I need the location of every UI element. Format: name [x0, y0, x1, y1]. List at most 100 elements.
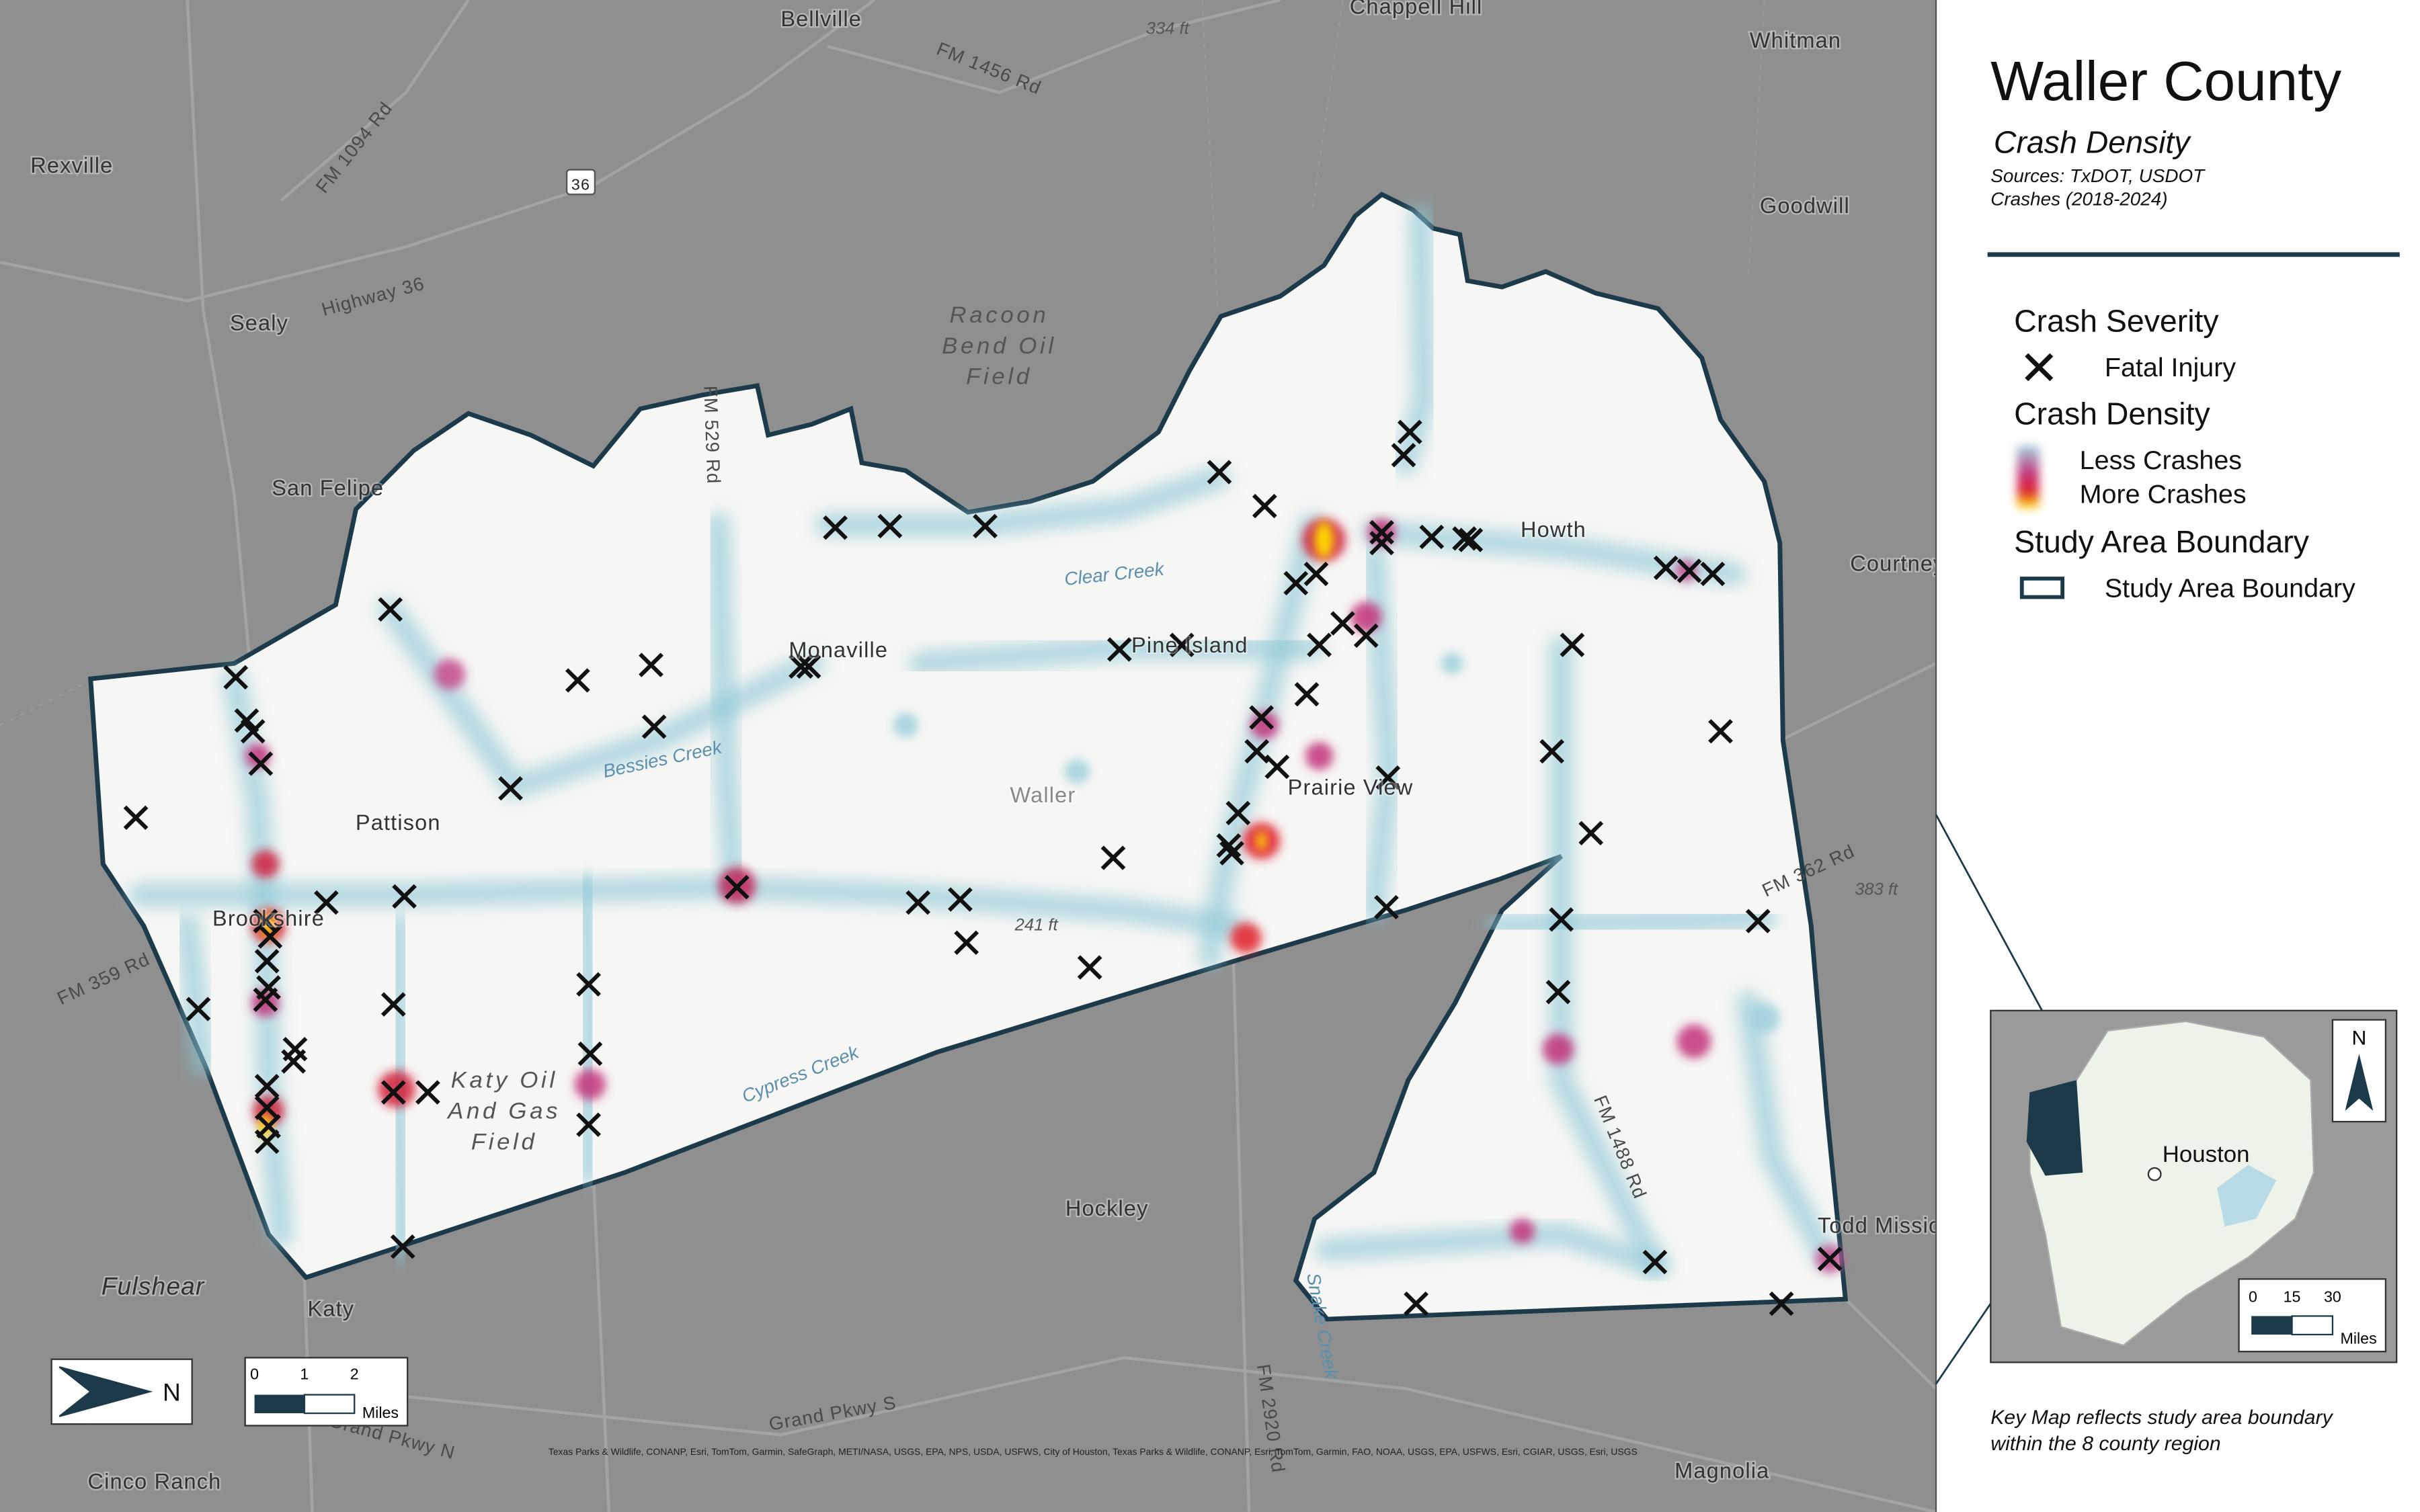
place-label: Chappell Hill: [1350, 0, 1483, 19]
fatal-crash-marker: [1244, 739, 1270, 764]
fatal-crash-marker: [639, 653, 663, 677]
title: Waller County: [1990, 50, 2341, 112]
fatal-crash-marker: [380, 992, 406, 1017]
place-label: Sealy: [230, 310, 288, 335]
fatal-crash-marker: [641, 714, 667, 739]
fatal-crash-marker: [565, 668, 590, 693]
field-label: Field: [471, 1130, 538, 1155]
fatal-crash-marker: [1452, 526, 1477, 551]
fatal-crash-marker: [1294, 681, 1320, 707]
basemap-boundaries: [0, 0, 1765, 726]
density-hotspot: [1305, 742, 1334, 770]
density-hotspot: [1441, 653, 1463, 675]
fatal-crash-marker: [1578, 821, 1604, 845]
field-label: Racoon: [949, 302, 1049, 328]
density-hotspot: [251, 850, 280, 878]
road-label: 36: [571, 176, 590, 194]
place-label: Waller: [1010, 783, 1076, 807]
fatal-crash-marker: [1330, 611, 1355, 636]
density-corridor: [128, 874, 1246, 938]
fatal-crash-marker: [378, 597, 403, 622]
elevation-label: 241 ft: [1014, 916, 1059, 935]
density-hotspot: [1509, 1218, 1535, 1244]
fatal-crash-marker: [1397, 419, 1422, 445]
density-corridor: [908, 635, 1324, 676]
fatal-crash-marker: [1700, 561, 1726, 587]
fatal-crash-marker: [1677, 558, 1702, 583]
density-corridor: [1361, 543, 1402, 923]
density-hotspot: [1677, 1024, 1711, 1058]
fatal-crash-marker: [1745, 909, 1771, 933]
density-corridor: [815, 466, 1231, 537]
scale-tick: 1: [300, 1366, 309, 1383]
fatal-crash-marker: [281, 1049, 307, 1074]
fatal-crash-marker: [1458, 528, 1484, 552]
density-hotspot: [1230, 922, 1262, 954]
place-label: Katy: [308, 1297, 355, 1321]
fatal-crash-marker: [257, 924, 283, 949]
fatal-crash-marker: [498, 776, 523, 801]
fatal-crash-marker: [248, 751, 274, 776]
fatal-crash-marker: [415, 1080, 440, 1105]
density-hotspot: [893, 712, 918, 738]
fatal-crash-marker: [576, 972, 602, 997]
density-corridor: [1361, 519, 1746, 587]
north-arrow: N: [50, 1358, 193, 1425]
legend: Crash Severity Fatal Injury Crash Densit…: [2014, 304, 2355, 603]
fatal-crash-marker: [1264, 754, 1290, 780]
fatal-crash-marker: [1817, 1247, 1843, 1271]
fatal-crash-marker: [905, 890, 931, 915]
scale-tick: 2: [350, 1366, 359, 1383]
fatal-crash-marker: [577, 1041, 603, 1066]
legend-item: Study Area Boundary: [2105, 574, 2355, 603]
fatal-crash-marker: [877, 513, 903, 539]
fatal-crash-marker: [223, 665, 249, 690]
field-label: Field: [966, 364, 1033, 390]
place-label: Whitman: [1750, 28, 1841, 52]
fatal-crash-marker: [390, 1234, 415, 1259]
place-label: Pattison: [356, 810, 441, 835]
density-corridor: [1736, 990, 1839, 1270]
key-map-scale-tick: 0: [2249, 1288, 2257, 1306]
fatal-crash-marker: [796, 654, 821, 679]
elevation-label: 334 ft: [1146, 19, 1190, 38]
fatal-crash-marker: [1369, 530, 1394, 556]
density-peak: [1256, 831, 1266, 851]
scale-bar: 0 1 2 Miles: [244, 1357, 409, 1427]
fatal-crash-marker: [186, 997, 211, 1021]
density-corridor: [1392, 204, 1437, 476]
scale-unit: Miles: [362, 1404, 399, 1421]
fatal-crash-marker: [1207, 460, 1232, 485]
place-label: Hockley: [1065, 1196, 1149, 1220]
fatal-crash-marker: [1539, 739, 1565, 764]
density-hotspot: [1250, 711, 1279, 739]
density-hotspot: [1748, 1003, 1780, 1034]
fatal-crash-marker: [392, 884, 417, 909]
fatal-crash-marker: [1369, 519, 1394, 545]
density-corridor: [1314, 1222, 1668, 1278]
key-map-north: N: [2352, 1027, 2367, 1049]
crash-density: [128, 204, 1844, 1278]
fatal-crash-marker: [314, 890, 339, 915]
fatal-crash-marker: [1374, 894, 1399, 920]
place-label: Magnolia: [1675, 1459, 1769, 1483]
fatal-crash-marker: [1560, 632, 1585, 657]
elevation-label: 383 ft: [1855, 880, 1898, 899]
basemap-roads: [0, 0, 1936, 1512]
fatal-crash-marker: [1353, 623, 1379, 648]
key-map-label: Houston: [2163, 1142, 2250, 1167]
fatal-crash-marker: [1303, 561, 1329, 587]
fatal-crash-marker: [1419, 524, 1445, 550]
legend-item: Fatal Injury: [2105, 353, 2236, 382]
density-peak: [1314, 521, 1334, 559]
fatal-crash-marker: [1545, 980, 1571, 1005]
legend-item: Less Crashes: [2080, 446, 2242, 475]
place-label: Goodwill: [1760, 194, 1850, 218]
density-hotspot: [434, 659, 466, 690]
fatal-crash-marker: [253, 987, 278, 1012]
key-map-scale-unit: Miles: [2341, 1330, 2377, 1347]
density-corridor: [175, 913, 216, 1077]
fatal-crash-marker: [1549, 907, 1574, 932]
legend-heading: Crash Severity: [2014, 304, 2219, 339]
